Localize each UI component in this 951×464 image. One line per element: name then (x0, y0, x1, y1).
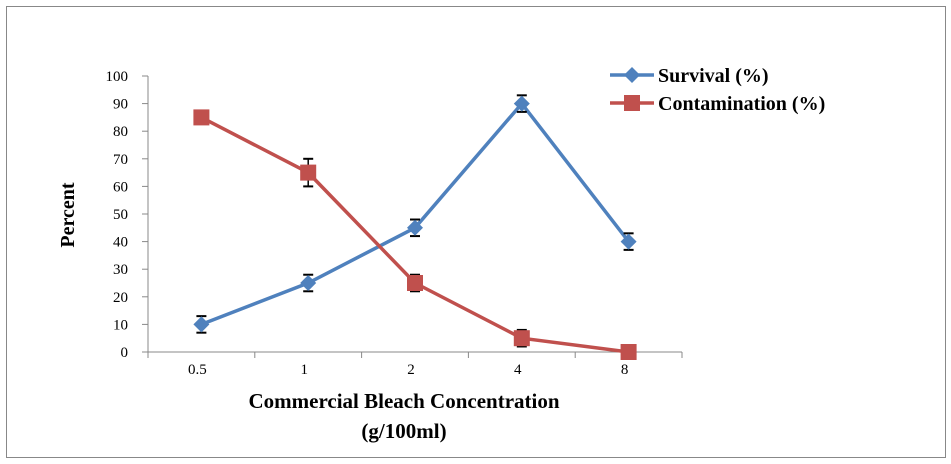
legend-survival-label: Survival (%) (658, 65, 769, 87)
y-tick-label: 100 (106, 69, 129, 85)
survival-point (193, 316, 210, 333)
legend-contamination-marker (624, 95, 640, 111)
contamination-point (407, 275, 423, 291)
y-tick-label: 20 (113, 290, 128, 306)
y-tick-label: 50 (113, 207, 128, 223)
y-tick-label: 70 (113, 152, 128, 168)
survival-point (407, 219, 423, 236)
y-tick-label: 0 (121, 345, 129, 361)
x-axis-label: Commercial Bleach Concentration (248, 389, 559, 413)
survival-point (620, 233, 637, 250)
x-tick-label: 1 (300, 362, 308, 378)
y-tick-label: 60 (113, 179, 128, 195)
contamination-point (620, 344, 637, 360)
contamination-point (513, 330, 530, 347)
y-tick-label: 30 (113, 262, 128, 278)
y-tick-label: 40 (113, 235, 128, 251)
x-tick-label: 4 (514, 362, 522, 378)
contamination-point (193, 109, 210, 126)
y-axis-label: Percent (57, 182, 79, 247)
y-tick-label: 80 (113, 124, 128, 140)
legend-survival-marker (624, 67, 640, 83)
survival-point (300, 275, 317, 291)
legend-contamination-label: Contamination (%) (658, 93, 825, 115)
x-axis-label-line2: (g/100ml) (361, 419, 446, 443)
x-tick-label: 2 (407, 362, 415, 378)
y-tick-label: 90 (113, 97, 128, 113)
x-tick-label: 8 (621, 362, 629, 378)
survival-point (513, 95, 530, 112)
y-tick-label: 10 (113, 317, 128, 333)
contamination-point (300, 164, 317, 181)
chart-frame (6, 6, 946, 458)
x-tick-label: 0.5 (188, 362, 207, 378)
